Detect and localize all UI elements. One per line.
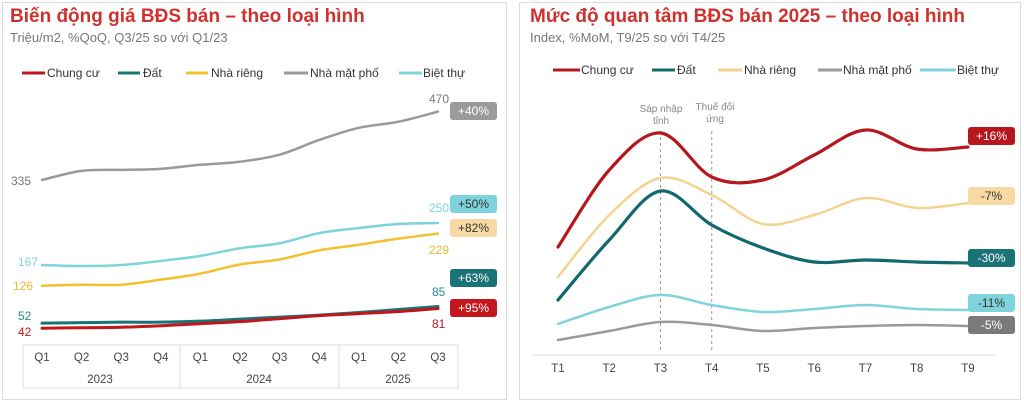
x-tick-label: Q2 — [232, 352, 248, 364]
x-tick-label: T4 — [705, 363, 719, 375]
badge-biet-thu: +50% — [450, 195, 497, 213]
badge-nha-rieng: -7% — [968, 187, 1015, 205]
start-label-chung-cu: 42 — [18, 325, 32, 339]
legend-chung-cu: Chung cư — [581, 63, 634, 77]
series-line-chung-cu — [556, 128, 970, 249]
legend-nha-rieng: Nhà riêng — [211, 66, 264, 80]
series-line-nha-mat-pho — [40, 110, 440, 182]
series-line-chung-cu — [40, 307, 440, 330]
end-label-nha-rieng: 229 — [429, 243, 450, 257]
badge-chung-cu: +95% — [450, 299, 497, 317]
legend-biet-thu: Biệt thự — [423, 66, 466, 80]
legend-dat: Đất — [677, 63, 696, 77]
series-line-biet-thu — [40, 221, 440, 268]
x-tick-label: T3 — [653, 363, 668, 375]
x-tick-label: T1 — [551, 363, 565, 375]
x-tick-label: T2 — [602, 363, 616, 375]
x-tick-label: T5 — [756, 363, 770, 375]
end-label-dat: 85 — [432, 285, 446, 299]
badge-biet-thu: -11% — [968, 294, 1015, 312]
start-label-dat: 52 — [18, 309, 32, 323]
annotation-sap-nhap-tinh: Sáp nhập tỉnh — [636, 104, 686, 128]
annotation-line-2: ứng — [706, 114, 724, 125]
start-label-biet-thu: 167 — [18, 255, 39, 269]
legend-chung-cu: Chung cư — [47, 66, 100, 80]
end-label-chung-cu: 81 — [432, 317, 446, 331]
year-label-2023: 2023 — [87, 374, 113, 386]
x-tick-label: Q3 — [113, 352, 129, 364]
x-tick-label: Q1 — [192, 352, 209, 364]
x-tick-label: Q2 — [390, 352, 407, 364]
x-tick-label: Q1 — [351, 352, 367, 364]
badge-nha-rieng: +82% — [450, 219, 497, 237]
year-label-2024: 2024 — [246, 374, 272, 386]
price-chart-panel — [2, 2, 507, 400]
legend-nha-mat-pho: Nhà mặt phố — [843, 63, 912, 77]
annotation-thue-doi-ung: Thuế đối ứng — [690, 102, 740, 126]
badge-dat: +63% — [450, 269, 497, 287]
end-label-nha-mat-pho: 470 — [429, 92, 450, 106]
series-line-nha-rieng — [40, 232, 440, 287]
x-axis-box — [22, 344, 459, 389]
start-label-nha-mat-pho: 335 — [11, 174, 32, 188]
interest-chart-title: Mức độ quan tâm BĐS bán 2025 – theo loại… — [530, 6, 965, 27]
x-tick-label: T9 — [961, 363, 975, 375]
series-line-biet-thu — [556, 293, 970, 326]
x-tick-label: T8 — [910, 363, 924, 375]
x-tick-label: Q3 — [271, 352, 288, 364]
legend-nha-mat-pho: Nhà mặt phố — [310, 66, 379, 80]
badge-nha-mat-pho: -5% — [968, 316, 1015, 334]
legend-dat: Đất — [143, 66, 162, 80]
legend-biet-thu: Biệt thự — [957, 63, 1000, 77]
x-tick-label: T7 — [858, 363, 873, 375]
interest-chart-subtitle: Index, %MoM, T9/25 so với T4/25 — [530, 30, 726, 45]
x-tick-label: Q3 — [430, 352, 446, 364]
year-label-2025: 2025 — [385, 374, 411, 386]
x-tick-label: Q1 — [34, 352, 50, 364]
series-line-nha-mat-pho — [556, 320, 970, 342]
start-label-nha-rieng: 126 — [13, 279, 34, 293]
badge-dat: -30% — [968, 249, 1015, 267]
x-tick-label: Q4 — [311, 352, 327, 364]
price-chart-title: Biến động giá BĐS bán – theo loại hình — [10, 6, 365, 27]
badge-chung-cu: +16% — [968, 127, 1015, 145]
series-line-nha-rieng — [556, 176, 970, 279]
x-tick-label: Q2 — [73, 352, 90, 364]
legend-nha-rieng: Nhà riêng — [744, 63, 797, 77]
annotation-line-1: Sáp nhập — [639, 104, 683, 115]
end-label-biet-thu: 250 — [429, 201, 450, 215]
badge-nha-mat-pho: +40% — [450, 102, 497, 120]
x-tick-label: T6 — [807, 363, 821, 375]
annotation-line-1: Thuế đối — [695, 102, 735, 113]
x-tick-label: Q4 — [153, 352, 169, 364]
series-line-dat — [556, 189, 970, 302]
price-chart-subtitle: Triệu/m2, %QoQ, Q3/25 so với Q1/23 — [10, 30, 228, 45]
annotation-line-2: tỉnh — [652, 116, 670, 127]
interest-chart-panel — [519, 2, 1021, 400]
